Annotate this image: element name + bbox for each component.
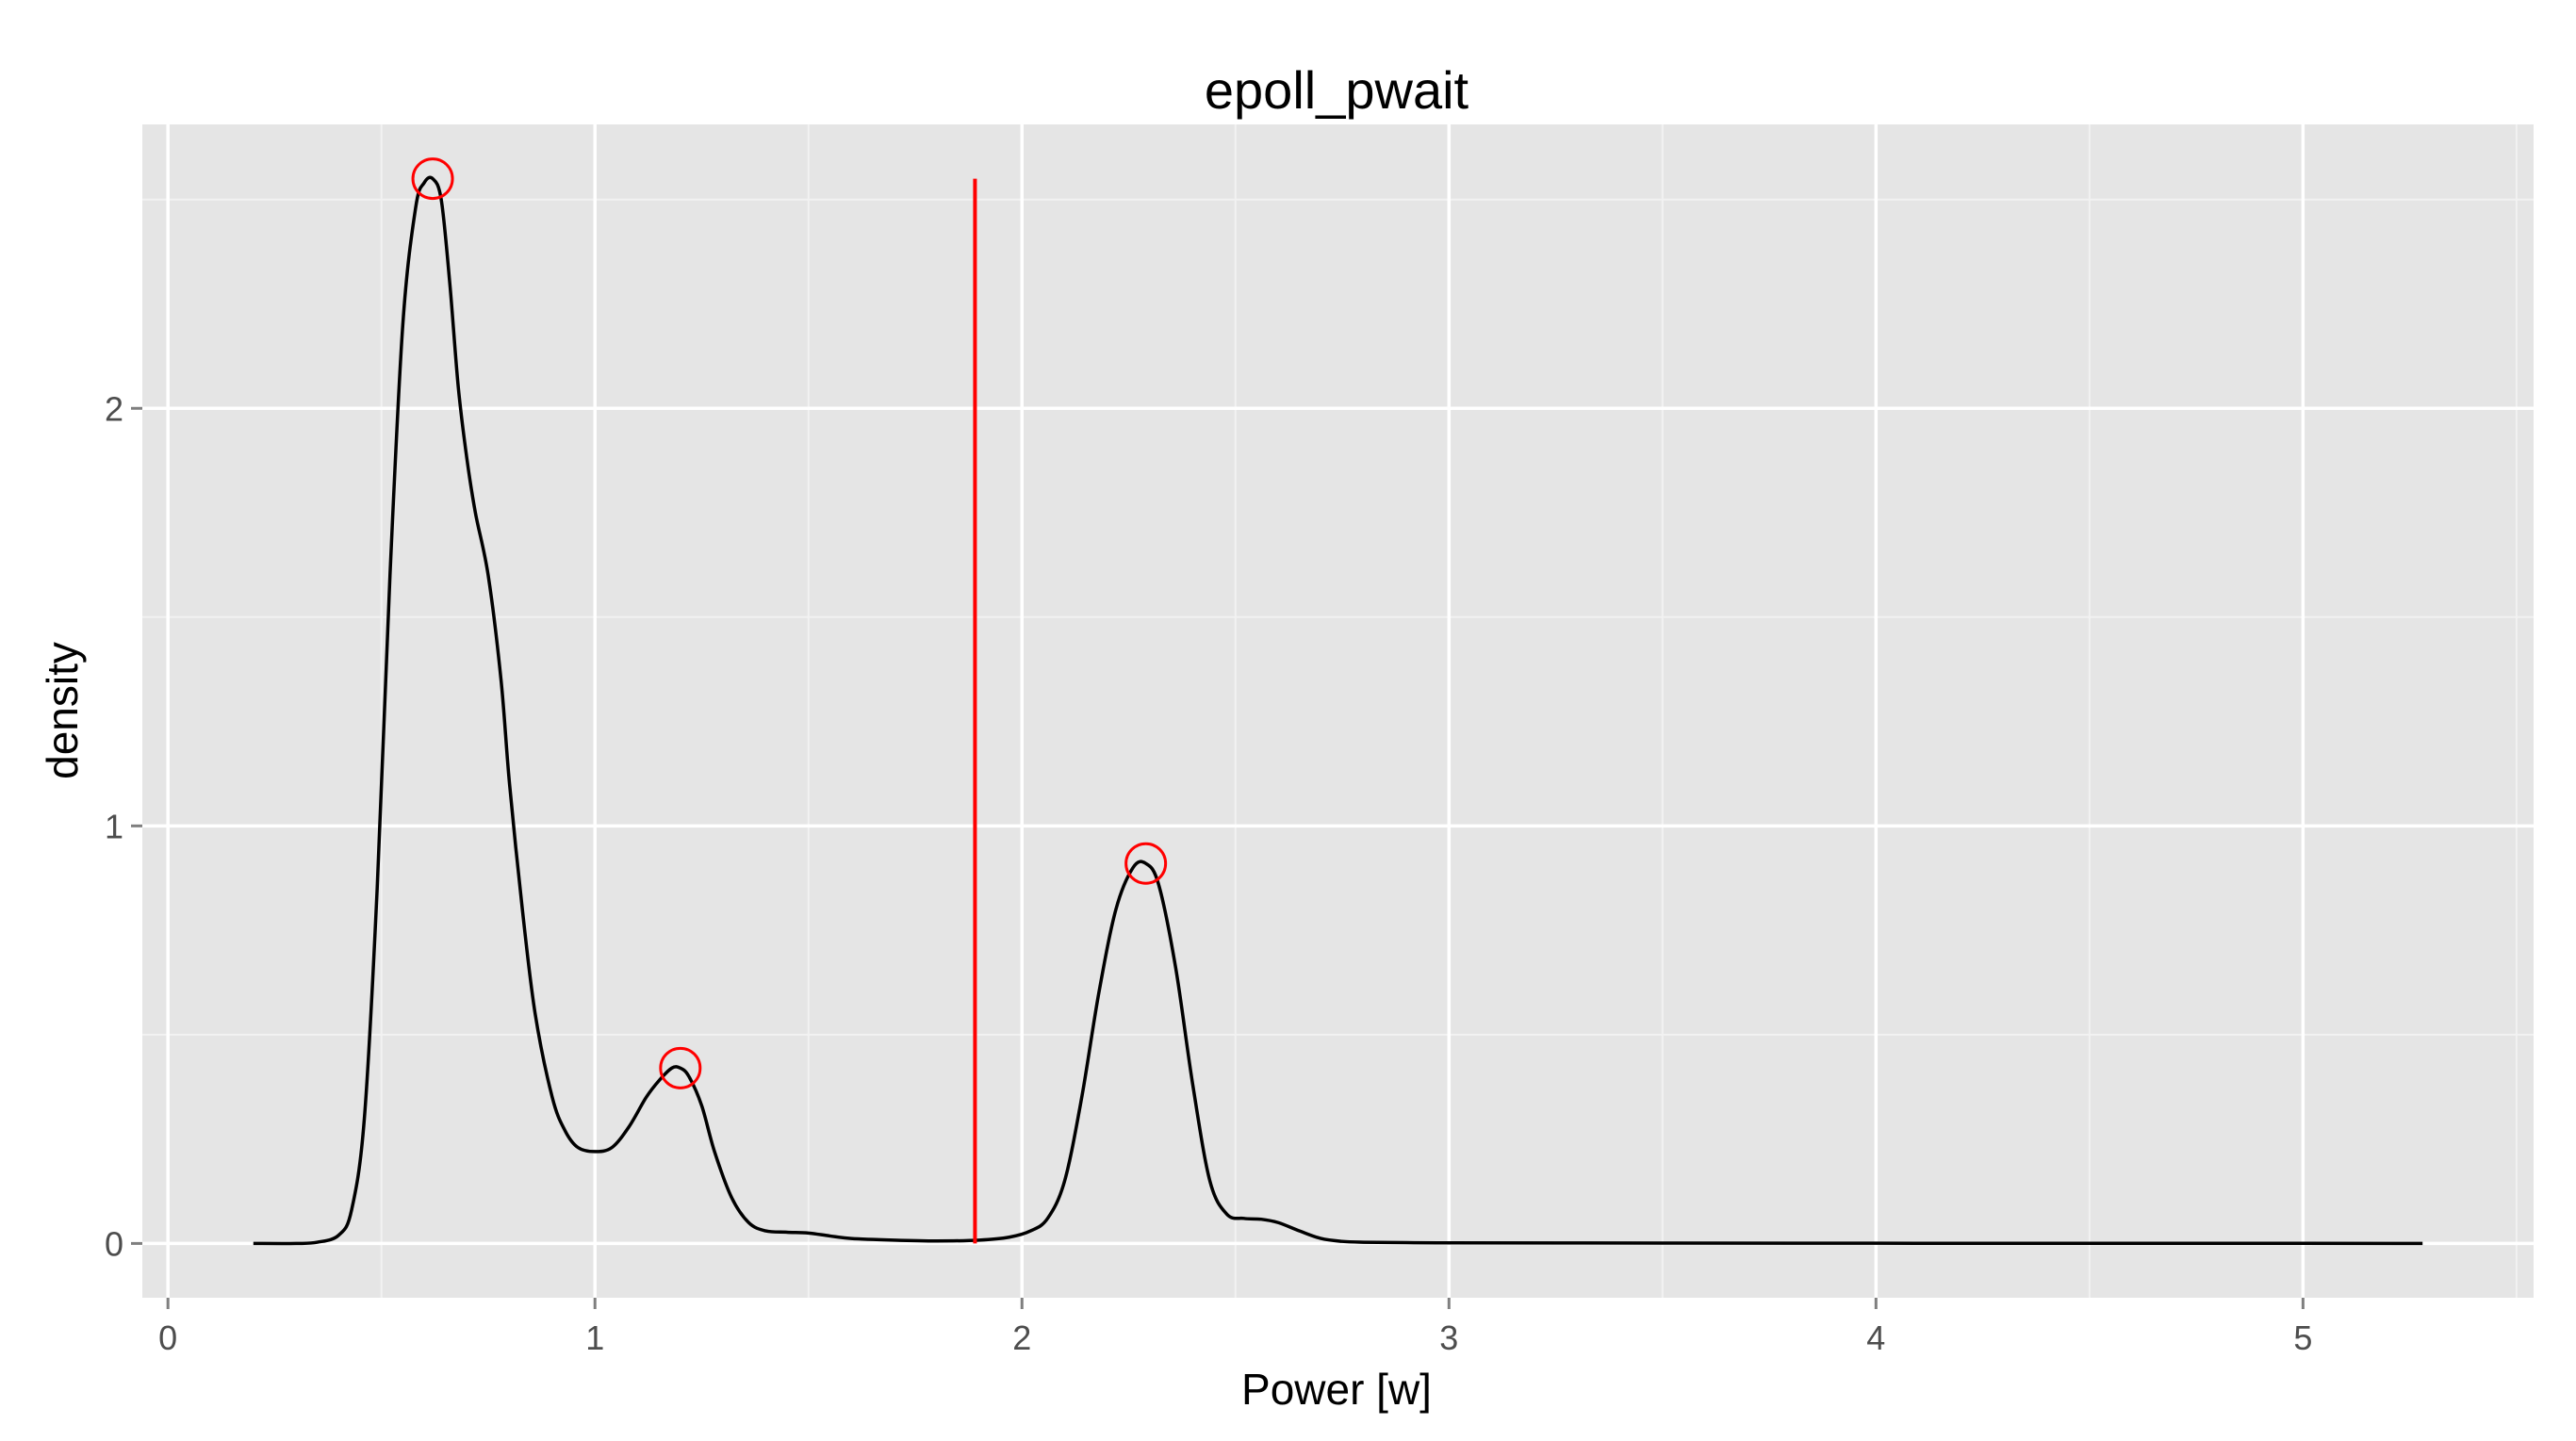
x-tick-label: 1 <box>585 1318 604 1357</box>
peak-marker <box>1124 842 1168 885</box>
y-axis-ticks: 0 1 2 <box>105 389 142 1263</box>
peak-markers <box>411 157 1168 1089</box>
major-gridlines <box>142 124 2534 1298</box>
x-tick-label: 4 <box>1866 1318 1885 1357</box>
plot-panel <box>142 124 2534 1298</box>
x-tick-label: 2 <box>1012 1318 1031 1357</box>
y-tick-label: 2 <box>105 389 123 428</box>
peak-marker <box>411 157 454 201</box>
y-axis-title: density <box>38 642 87 779</box>
x-axis-ticks: 0 1 2 3 4 5 <box>158 1298 2312 1357</box>
minor-gridlines <box>142 124 2534 1298</box>
peak-marker <box>659 1046 702 1089</box>
y-tick-label: 0 <box>105 1224 123 1263</box>
x-axis-title: Power [w] <box>1241 1365 1432 1414</box>
x-tick-label: 3 <box>1439 1318 1458 1357</box>
x-tick-label: 5 <box>2293 1318 2312 1357</box>
density-curve <box>253 175 2423 1246</box>
y-tick-label: 1 <box>105 807 123 845</box>
series-layer <box>253 175 2423 1246</box>
chart-title: epoll_pwait <box>1205 60 1469 120</box>
x-tick-label: 0 <box>158 1318 177 1357</box>
